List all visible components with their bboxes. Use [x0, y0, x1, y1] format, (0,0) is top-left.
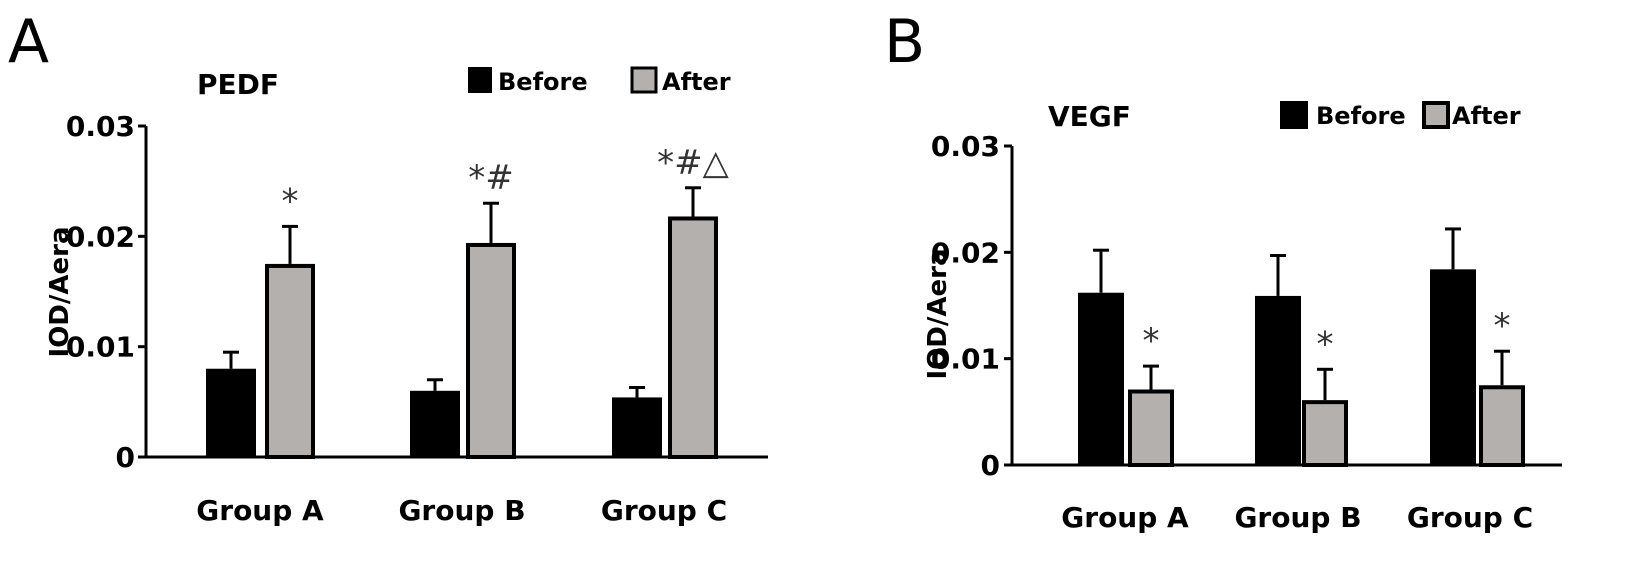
panel-a-legend-after-label: After: [662, 68, 731, 96]
panel-a-y-tick-label: 0.02: [66, 220, 135, 253]
panel-a-legend-before-label: Before: [498, 68, 588, 96]
panel-b-bar-before: [1078, 292, 1124, 465]
panel-b-y-tick-label: 0: [981, 449, 1000, 482]
panel-a-category-label: Group C: [601, 494, 727, 527]
panel-a-significance-label: *: [282, 181, 299, 221]
panel-a-significance-label: *#△: [657, 143, 729, 183]
panel-b-significance-label: *: [1494, 306, 1511, 346]
panel-a-bar-after: [668, 216, 718, 459]
panel-a-y-tick-label: 0.03: [66, 110, 135, 143]
panel-b-legend-after-label: After: [1452, 102, 1521, 130]
panel-b-y-tick-label: 0.01: [931, 343, 1000, 376]
panel-b-bar-before: [1430, 269, 1476, 465]
panel-a-significance-label: *#: [468, 158, 514, 198]
panel-a-y-tick-label: 0: [116, 441, 135, 474]
panel-b-bar-before: [1255, 295, 1301, 465]
plot-layer: 0 0.01 0.02 0.03 Group A Group B Group C * *# *#△…: [66, 110, 1562, 534]
panel-b-significance-label: *: [1143, 321, 1160, 361]
panel-b-y-tick-label: 0.03: [931, 130, 1000, 163]
panel-b-bar-after: [1479, 385, 1525, 467]
panel-b-legend-after-swatch: [1422, 101, 1450, 129]
panel-b-title: VEGF: [1048, 100, 1131, 133]
panel-b-bar-after: [1302, 400, 1348, 467]
panel-b-bar-after: [1128, 389, 1174, 467]
panel-b-y-axis-label: IOD/Aera: [923, 249, 953, 380]
panel-a-legend-before-swatch: [468, 67, 492, 93]
panel-a-bar-after: [265, 263, 315, 459]
panel-a-bar-before: [612, 397, 662, 457]
panel-a-category-label: Group B: [398, 494, 525, 527]
panel-a-bar-before: [206, 368, 256, 457]
panel-a-bar-after: [466, 242, 516, 459]
panel-b-legend-before-label: Before: [1316, 102, 1406, 130]
panel-b-category-label: Group B: [1234, 501, 1361, 534]
panel-a-letter: A: [8, 7, 49, 77]
panel-a-bar-before: [410, 390, 460, 457]
panel-b-legend-before-swatch: [1280, 101, 1308, 129]
panel-b-letter: B: [884, 7, 925, 77]
panel-a-category-label: Group A: [196, 494, 324, 527]
panel-b-y-tick-label: 0.02: [931, 236, 1000, 269]
panel-b-category-label: Group A: [1061, 501, 1189, 534]
panel-a-y-tick-label: 0.01: [66, 331, 135, 364]
panel-b-category-label: Group C: [1407, 501, 1533, 534]
panel-a-title: PEDF: [197, 68, 279, 101]
panel-a-y-axis-label: IOD/Aera: [45, 227, 75, 358]
panel-a-legend-after-swatch: [630, 66, 658, 94]
panel-b-significance-label: *: [1317, 324, 1334, 364]
